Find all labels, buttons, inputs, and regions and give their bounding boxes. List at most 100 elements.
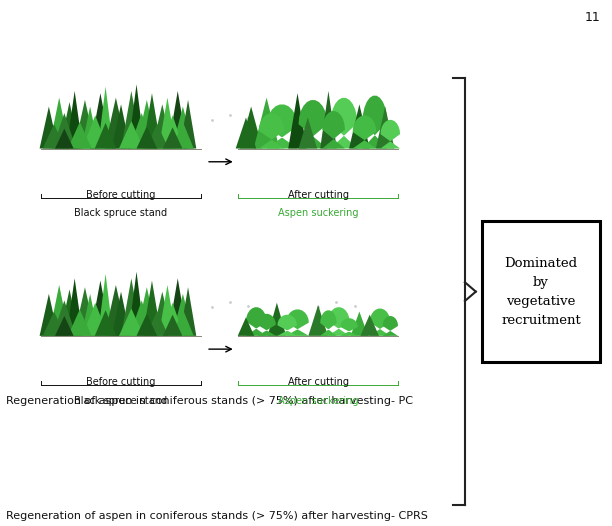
Polygon shape xyxy=(259,113,285,148)
Polygon shape xyxy=(353,116,376,148)
Polygon shape xyxy=(74,287,95,336)
Polygon shape xyxy=(68,122,92,148)
Polygon shape xyxy=(129,300,154,336)
Polygon shape xyxy=(60,289,80,336)
Polygon shape xyxy=(60,102,80,148)
Text: Regeneration of aspen in coniferous stands (> 75%) after harvesting- PC: Regeneration of aspen in coniferous stan… xyxy=(6,396,413,406)
Polygon shape xyxy=(267,302,286,336)
Polygon shape xyxy=(95,310,116,336)
Polygon shape xyxy=(320,91,337,148)
Polygon shape xyxy=(53,113,76,148)
Polygon shape xyxy=(81,106,99,148)
Text: Before cutting: Before cutting xyxy=(86,190,155,200)
Polygon shape xyxy=(267,105,297,148)
Polygon shape xyxy=(381,120,400,148)
Polygon shape xyxy=(43,311,65,336)
Polygon shape xyxy=(81,294,99,336)
Polygon shape xyxy=(360,315,379,336)
Polygon shape xyxy=(146,124,168,148)
Polygon shape xyxy=(299,117,317,148)
Polygon shape xyxy=(376,106,394,148)
Polygon shape xyxy=(254,98,280,148)
Text: After cutting: After cutting xyxy=(288,190,349,200)
Polygon shape xyxy=(40,294,58,336)
Polygon shape xyxy=(119,308,144,336)
Polygon shape xyxy=(95,123,116,148)
Polygon shape xyxy=(152,291,173,336)
Polygon shape xyxy=(112,104,130,148)
Polygon shape xyxy=(328,307,349,336)
Polygon shape xyxy=(129,272,145,336)
Polygon shape xyxy=(308,305,328,336)
Polygon shape xyxy=(172,122,194,148)
Polygon shape xyxy=(146,311,168,336)
Polygon shape xyxy=(83,115,108,148)
Polygon shape xyxy=(143,93,161,148)
Polygon shape xyxy=(74,100,95,148)
Text: Black spruce stand: Black spruce stand xyxy=(75,208,168,218)
Polygon shape xyxy=(288,93,307,148)
Polygon shape xyxy=(49,98,70,148)
Polygon shape xyxy=(168,91,187,148)
Polygon shape xyxy=(90,93,111,148)
Polygon shape xyxy=(246,307,267,336)
Polygon shape xyxy=(163,315,182,336)
Polygon shape xyxy=(257,314,276,336)
Polygon shape xyxy=(129,84,145,148)
Polygon shape xyxy=(98,87,113,148)
Polygon shape xyxy=(320,310,337,336)
Polygon shape xyxy=(362,96,387,148)
Polygon shape xyxy=(159,285,176,336)
Polygon shape xyxy=(370,309,390,336)
Text: Aspen suckering: Aspen suckering xyxy=(278,208,359,218)
FancyBboxPatch shape xyxy=(482,221,600,362)
Polygon shape xyxy=(121,91,141,148)
Polygon shape xyxy=(340,318,358,336)
Polygon shape xyxy=(53,300,76,336)
Polygon shape xyxy=(286,309,309,336)
Polygon shape xyxy=(172,309,194,336)
Polygon shape xyxy=(119,121,144,148)
Polygon shape xyxy=(161,302,184,336)
Polygon shape xyxy=(136,100,158,148)
Polygon shape xyxy=(299,100,327,148)
Polygon shape xyxy=(277,315,297,336)
Polygon shape xyxy=(105,285,127,336)
Polygon shape xyxy=(83,302,108,336)
Polygon shape xyxy=(163,127,182,148)
Polygon shape xyxy=(90,280,111,336)
Text: Before cutting: Before cutting xyxy=(86,378,155,388)
Polygon shape xyxy=(159,98,176,148)
Polygon shape xyxy=(240,106,263,148)
Polygon shape xyxy=(236,117,256,148)
Polygon shape xyxy=(143,280,161,336)
Text: Aspen suckering: Aspen suckering xyxy=(278,396,359,406)
Polygon shape xyxy=(121,278,141,336)
Polygon shape xyxy=(49,285,70,336)
Polygon shape xyxy=(43,124,65,148)
Polygon shape xyxy=(136,313,157,336)
Polygon shape xyxy=(55,316,73,336)
Polygon shape xyxy=(180,100,196,148)
Polygon shape xyxy=(237,317,254,336)
Text: 11: 11 xyxy=(584,11,600,24)
Text: Regeneration of aspen in coniferous stands (> 75%) after harvesting- CPRS: Regeneration of aspen in coniferous stan… xyxy=(6,511,428,521)
Polygon shape xyxy=(180,287,196,336)
Polygon shape xyxy=(66,278,83,336)
Polygon shape xyxy=(129,113,154,148)
Polygon shape xyxy=(172,106,194,148)
Polygon shape xyxy=(152,104,173,148)
Polygon shape xyxy=(55,128,73,148)
Polygon shape xyxy=(136,126,157,148)
Polygon shape xyxy=(68,309,92,336)
Polygon shape xyxy=(330,98,357,148)
Polygon shape xyxy=(98,274,113,336)
Polygon shape xyxy=(323,111,345,148)
Polygon shape xyxy=(351,311,368,336)
Text: Dominated
by
vegetative
recruitment: Dominated by vegetative recruitment xyxy=(501,257,581,327)
Polygon shape xyxy=(382,316,398,336)
Polygon shape xyxy=(105,98,127,148)
Text: After cutting: After cutting xyxy=(288,378,349,388)
Polygon shape xyxy=(172,294,194,336)
Polygon shape xyxy=(168,278,187,336)
